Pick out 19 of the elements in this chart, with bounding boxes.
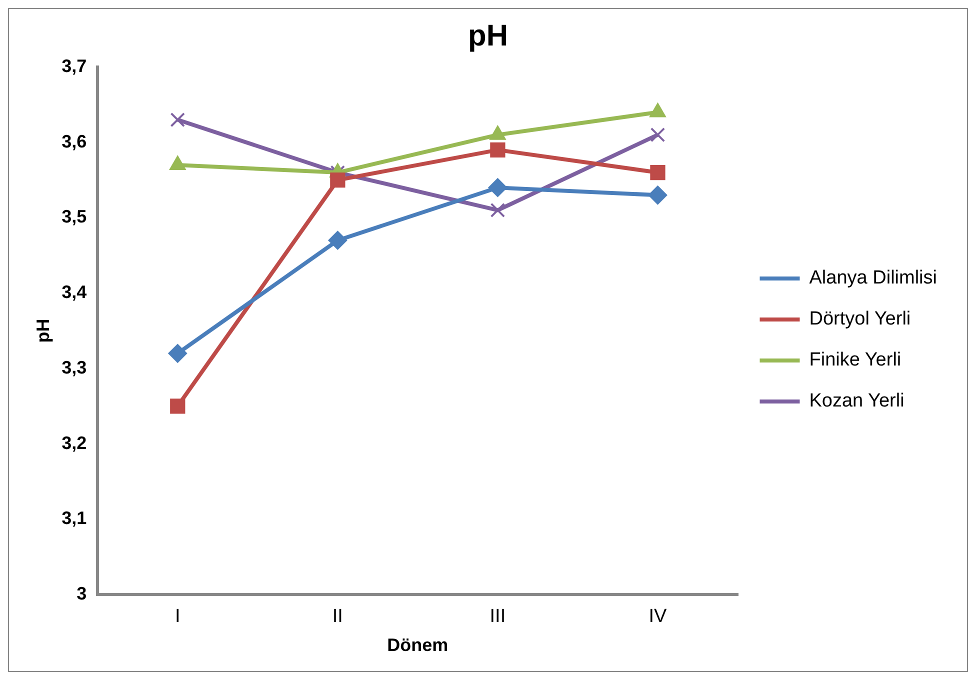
y-tick-label: 3,4 [62,282,87,302]
y-tick-label: 3,7 [62,56,87,76]
x-axis-title: Dönem [387,635,448,656]
y-tick-label: 3 [76,584,87,604]
y-tick-label: 3,1 [62,508,87,528]
legend-label: Kozan Yerli [809,390,904,412]
y-axis-title: pH [32,318,53,343]
x-tick-label: III [490,606,506,628]
y-tick-label: 3,6 [62,131,87,152]
y-tick-label: 3,3 [62,357,87,378]
x-tick-label: II [332,606,343,628]
x-tick-label: I [175,606,180,628]
legend-label: Alanya Dilimlisi [809,268,937,289]
chart-title: pH [468,19,508,52]
legend-label: Dörtyol Yerli [809,308,911,330]
y-tick-label: 3,5 [62,206,87,227]
legend-label: Finike Yerli [809,350,902,371]
x-tick-label: IV [648,606,668,628]
y-tick-label: 3,2 [62,432,87,453]
